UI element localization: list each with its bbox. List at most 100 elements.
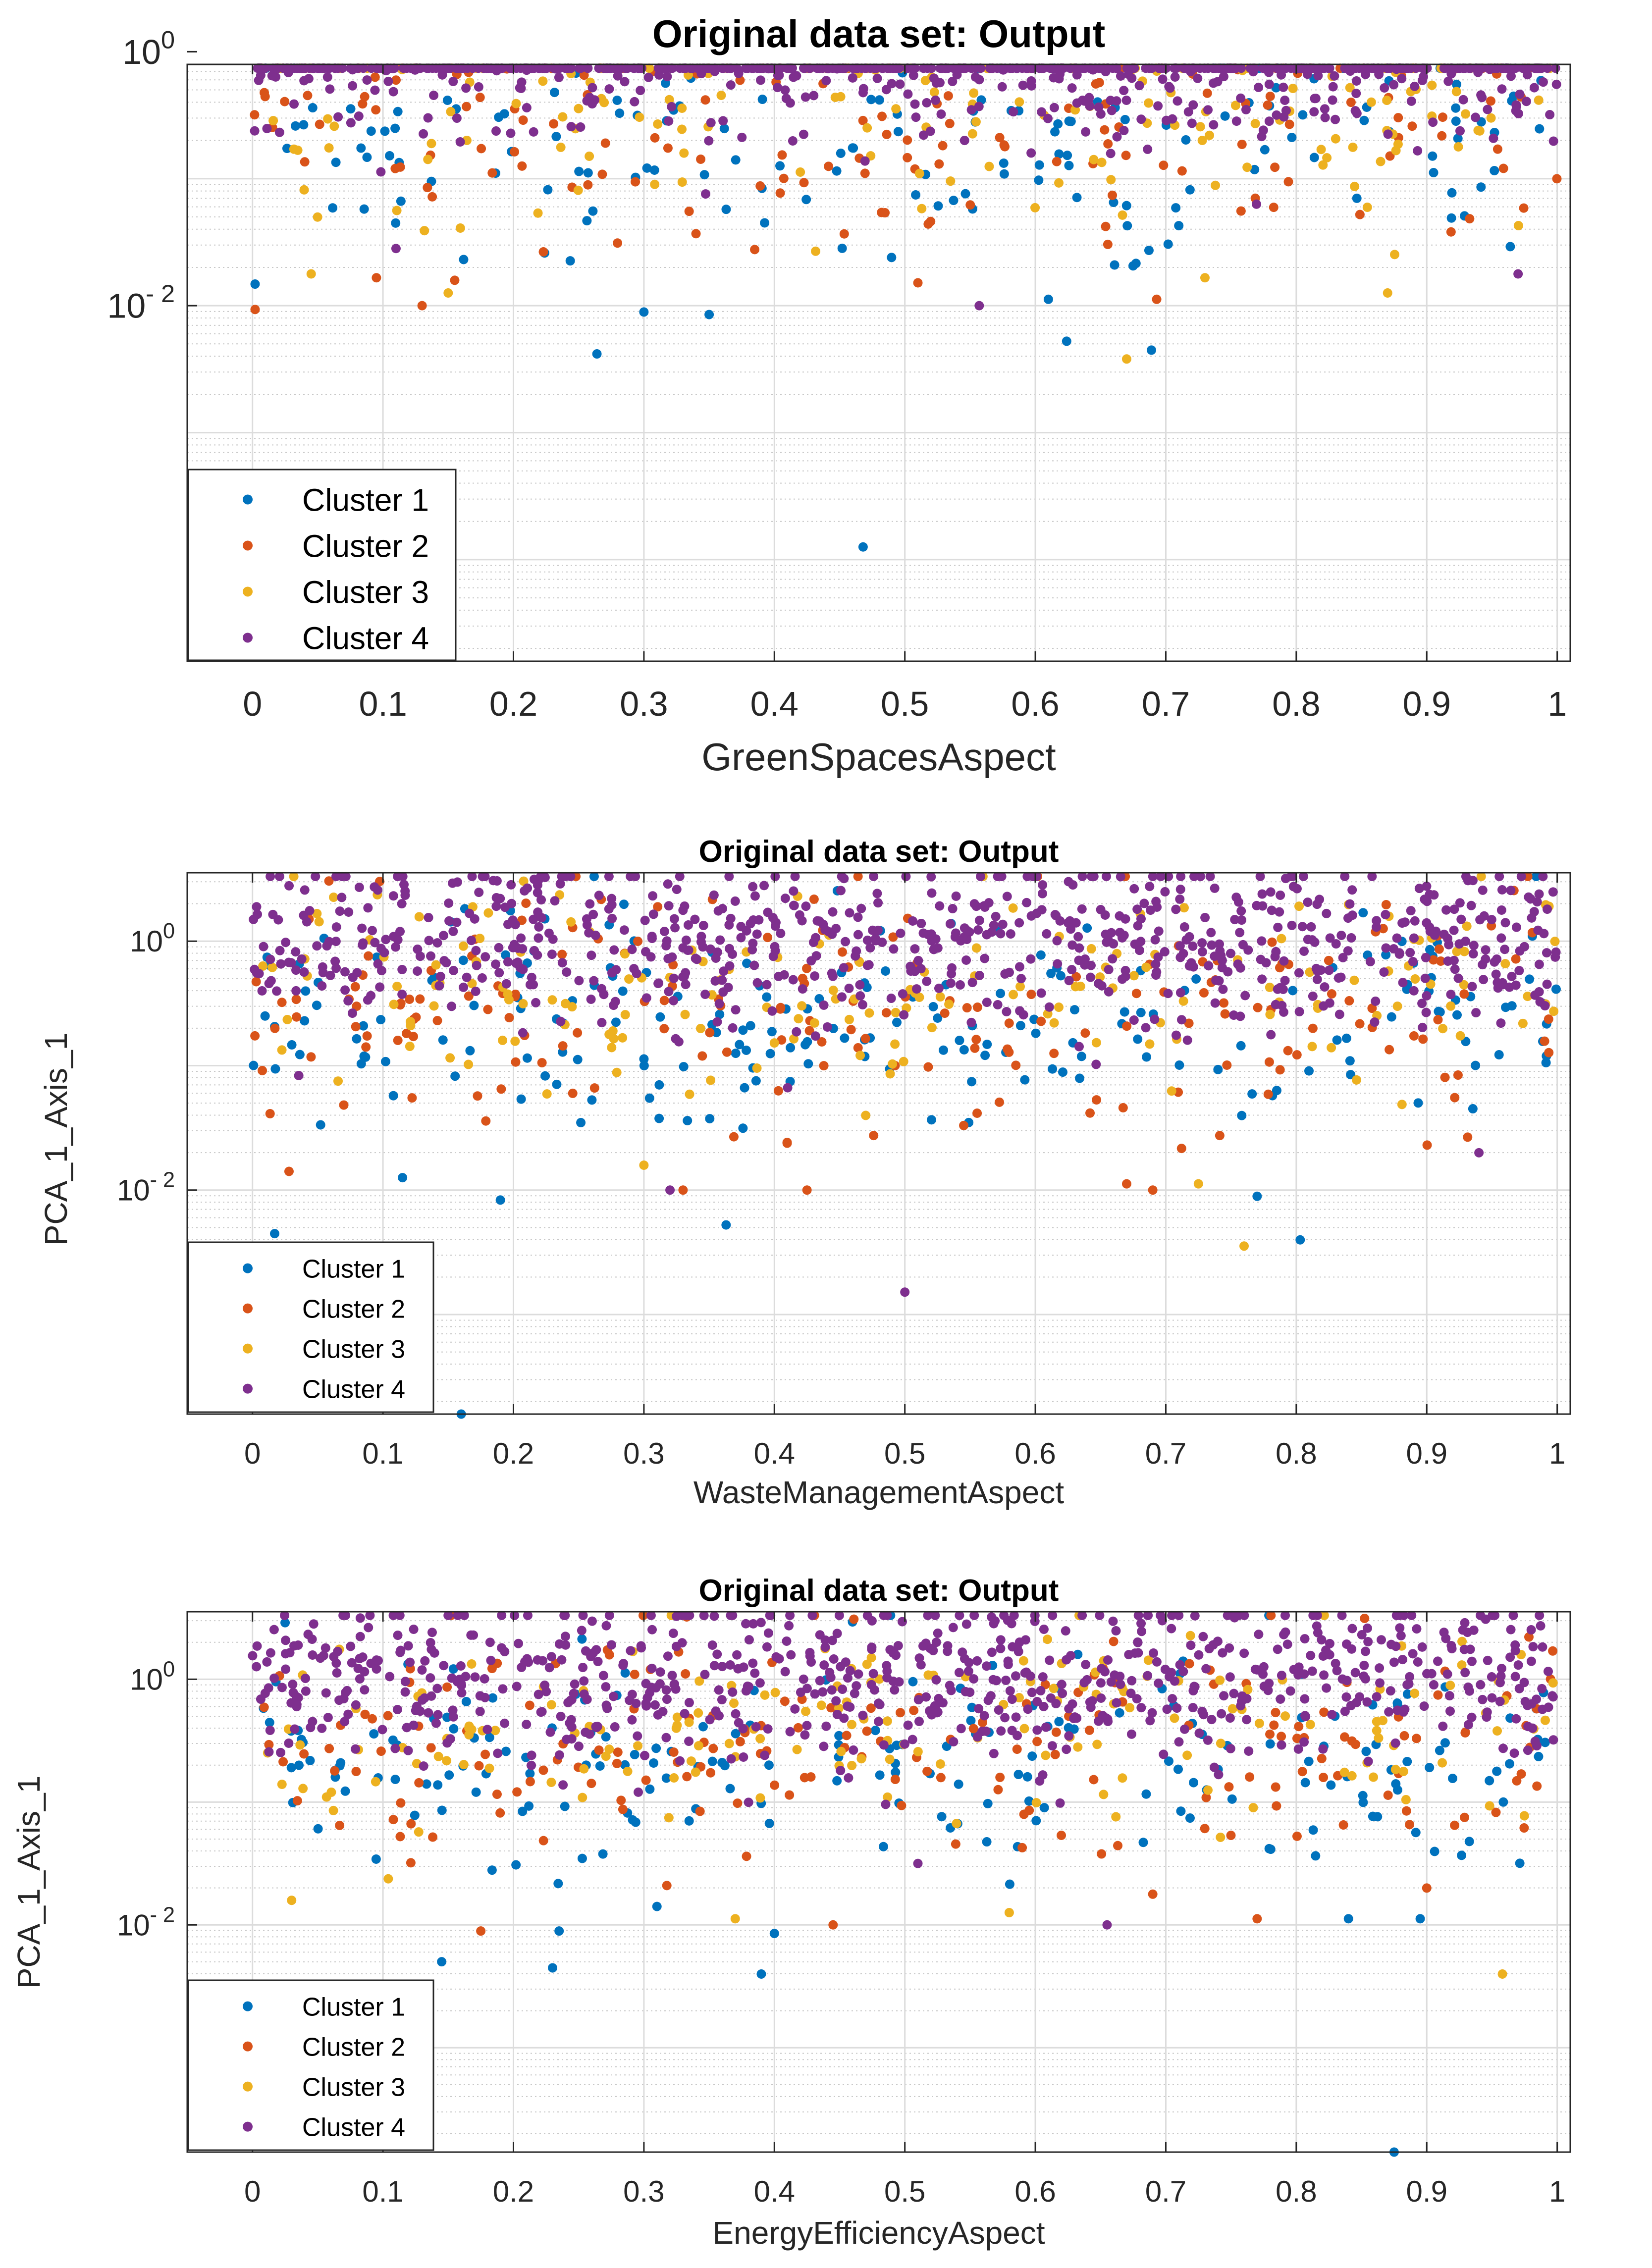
data-point (397, 965, 407, 975)
data-point (1374, 1733, 1384, 1743)
data-point (492, 1790, 502, 1799)
data-point (1375, 1678, 1385, 1688)
data-point (1024, 1796, 1034, 1806)
data-point (1043, 294, 1053, 304)
data-point (1497, 885, 1507, 895)
data-point (730, 1914, 740, 1924)
data-point (1446, 1001, 1456, 1011)
data-point (480, 1674, 489, 1684)
data-point (738, 1123, 748, 1133)
data-point (696, 155, 706, 164)
data-point (1515, 89, 1525, 99)
data-point (1334, 1009, 1344, 1019)
data-point (1209, 1762, 1219, 1772)
data-point (440, 63, 450, 73)
data-point (554, 72, 564, 82)
data-point (1368, 1811, 1378, 1821)
data-point (726, 1610, 736, 1620)
data-point (474, 82, 483, 92)
data-point (1084, 1725, 1094, 1735)
data-point (664, 95, 674, 105)
data-point (1459, 989, 1469, 999)
data-point (250, 305, 260, 315)
data-point (1051, 1727, 1061, 1737)
y-tick-exponent: - 2 (146, 279, 175, 308)
data-point (925, 126, 935, 136)
data-point (708, 1743, 718, 1753)
data-point (792, 1027, 801, 1037)
data-point (1421, 952, 1431, 962)
data-point (1209, 120, 1219, 130)
data-point (1319, 1773, 1329, 1783)
data-point (391, 75, 401, 85)
data-point (929, 73, 939, 83)
data-point (1406, 63, 1416, 73)
data-point (518, 944, 528, 954)
data-point (1360, 1613, 1370, 1623)
data-point (1136, 1703, 1146, 1713)
data-point (811, 246, 821, 256)
data-point (281, 1635, 291, 1645)
data-point (267, 962, 277, 972)
data-point (1160, 947, 1170, 957)
data-point (431, 1718, 441, 1728)
data-point (604, 84, 614, 94)
data-point (480, 1692, 490, 1702)
data-point (313, 1824, 323, 1834)
data-point (318, 962, 327, 972)
data-point (465, 908, 475, 918)
data-point (312, 1001, 321, 1010)
data-point (435, 971, 445, 981)
data-point (466, 1630, 476, 1640)
data-point (889, 944, 899, 954)
data-point (982, 930, 992, 940)
legend-marker (243, 2001, 253, 2011)
data-point (1123, 69, 1133, 79)
data-point (961, 1619, 971, 1629)
data-point (573, 185, 583, 195)
data-point (789, 900, 799, 910)
data-point (639, 307, 649, 317)
data-point (251, 977, 261, 987)
data-point (577, 1853, 587, 1863)
data-point (1264, 1844, 1274, 1853)
data-point (1543, 1666, 1553, 1676)
data-point (1011, 1712, 1021, 1722)
data-point (1051, 1699, 1061, 1709)
data-point (986, 1691, 996, 1701)
data-point (1162, 1704, 1172, 1714)
data-point (264, 1747, 274, 1757)
data-point (1305, 1720, 1315, 1730)
data-point (1004, 1018, 1014, 1028)
data-point (1451, 87, 1461, 97)
data-point (999, 169, 1009, 179)
data-point (323, 114, 333, 124)
data-point (763, 1628, 773, 1638)
x-tick-label: 0.8 (1276, 2175, 1317, 2208)
data-point (1385, 1045, 1394, 1055)
data-point (1519, 203, 1529, 213)
data-point (1463, 1720, 1473, 1730)
data-point (1320, 104, 1330, 114)
data-point (1203, 1785, 1213, 1795)
data-point (1313, 71, 1323, 81)
data-point (311, 872, 320, 882)
data-point (993, 1785, 1003, 1794)
data-point (1298, 110, 1308, 120)
data-point (817, 1037, 827, 1047)
data-point (1151, 970, 1161, 980)
data-point (877, 111, 887, 121)
data-point (1122, 1021, 1132, 1031)
data-point (650, 1700, 660, 1710)
data-point (1476, 872, 1486, 882)
data-point (630, 1749, 639, 1759)
data-point (601, 63, 611, 73)
data-point (1279, 112, 1289, 122)
data-point (511, 989, 521, 999)
data-point (1405, 948, 1415, 957)
data-point (805, 1648, 815, 1658)
data-point (773, 83, 783, 93)
data-point (1102, 937, 1112, 947)
data-point (762, 1642, 772, 1652)
data-point (1273, 922, 1283, 932)
